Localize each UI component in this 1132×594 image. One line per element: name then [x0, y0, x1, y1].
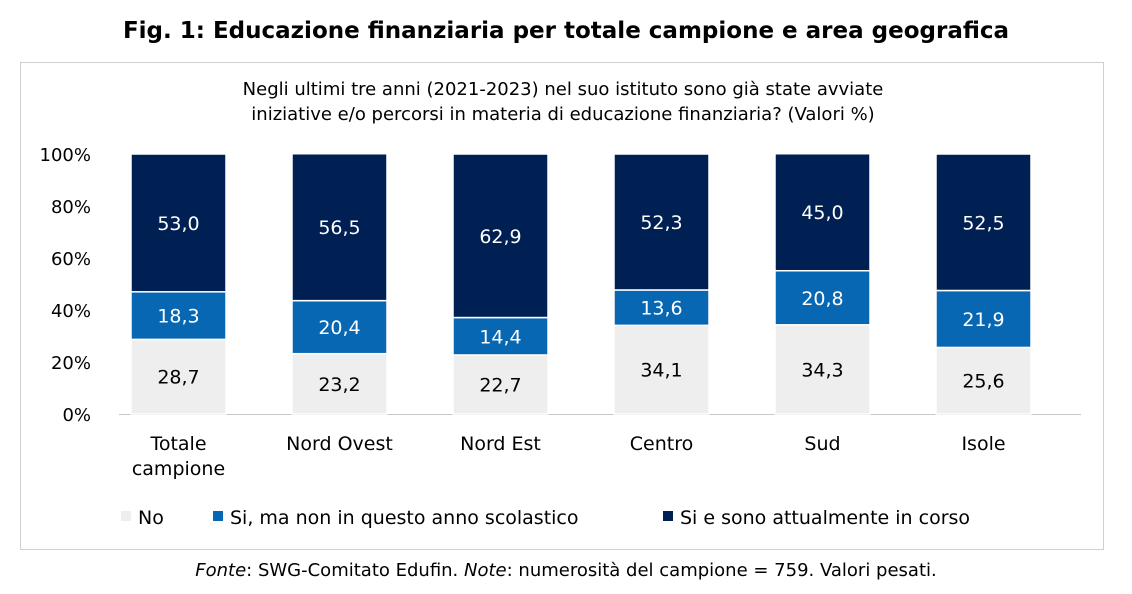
bar-segment [613, 289, 710, 327]
bar-segment [291, 352, 388, 415]
bar-segment [130, 291, 227, 341]
bar-segment [774, 152, 871, 272]
bar-segment [452, 316, 549, 356]
data-label: 28,7 [157, 367, 199, 389]
chart-title-line: Negli ultimi tre anni (2021-2023) nel su… [243, 79, 884, 100]
bar-segment [130, 153, 227, 293]
bar-segment [935, 289, 1032, 349]
chart-frame: Negli ultimi tre anni (2021-2023) nel su… [20, 62, 1104, 550]
chart-title-line: iniziative e/o percorsi in materia di ed… [251, 104, 874, 125]
bar-segment [452, 153, 549, 319]
data-label: 18,3 [157, 306, 199, 328]
legend-label: Si, ma non in questo anno scolastico [230, 507, 579, 529]
source-text: : SWG-Comitato Edufin. [246, 560, 465, 581]
bar-segment [935, 346, 1032, 415]
x-tick-label: Centro [630, 433, 693, 455]
data-label: 13,6 [640, 298, 682, 320]
data-label: 22,7 [479, 374, 521, 396]
bar-segment [774, 269, 871, 326]
y-tick-label: 40% [51, 301, 91, 322]
legend-swatch [213, 511, 223, 521]
y-tick-label: 60% [51, 249, 91, 270]
note-text: : numerosità del campione = 759. Valori … [506, 560, 937, 581]
data-label: 20,8 [801, 288, 843, 310]
source-note: Fonte: SWG-Comitato Edufin. Note: numero… [0, 560, 1132, 581]
legend-swatch [121, 511, 131, 521]
bar-segment [935, 153, 1032, 292]
x-tick-label: Nord Est [460, 433, 541, 455]
data-label: 14,4 [479, 326, 521, 348]
x-tick-label: Nord Ovest [286, 433, 393, 455]
figure-title: Fig. 1: Educazione finanziaria per total… [122, 18, 1010, 44]
bar-segment [613, 324, 710, 415]
legend-label: No [138, 507, 164, 529]
legend-label: Si e sono attualmente in corso [680, 507, 970, 529]
bar-segment [452, 354, 549, 415]
bar-segment [613, 153, 710, 291]
y-tick-label: 20% [51, 353, 91, 374]
data-label: 34,1 [640, 360, 682, 382]
source-label: Fonte [195, 560, 247, 581]
bar-segment [130, 338, 227, 415]
data-label: 56,5 [318, 217, 360, 239]
data-label: 45,0 [801, 202, 843, 224]
bar-segment [291, 152, 388, 302]
x-tick-label: campione [132, 458, 225, 480]
x-tick-label: Sud [804, 433, 840, 455]
bar-segment [774, 324, 871, 415]
data-label: 52,5 [962, 212, 1004, 234]
stacked-bar-chart: Negli ultimi tre anni (2021-2023) nel su… [40, 79, 1081, 529]
legend-swatch [663, 511, 673, 521]
bar-segment [291, 299, 388, 355]
y-tick-label: 0% [62, 405, 91, 426]
y-tick-label: 80% [51, 197, 91, 218]
y-tick-label: 100% [40, 145, 91, 166]
data-label: 53,0 [157, 213, 199, 235]
data-label: 20,4 [318, 317, 360, 339]
x-tick-label: Isole [961, 433, 1005, 455]
data-label: 62,9 [479, 226, 521, 248]
data-label: 21,9 [962, 309, 1004, 331]
data-label: 34,3 [801, 359, 843, 381]
data-label: 52,3 [640, 212, 682, 234]
x-tick-label: Totale [149, 433, 206, 455]
note-label: Note [464, 560, 507, 581]
data-label: 25,6 [962, 371, 1004, 393]
data-label: 23,2 [318, 374, 360, 396]
